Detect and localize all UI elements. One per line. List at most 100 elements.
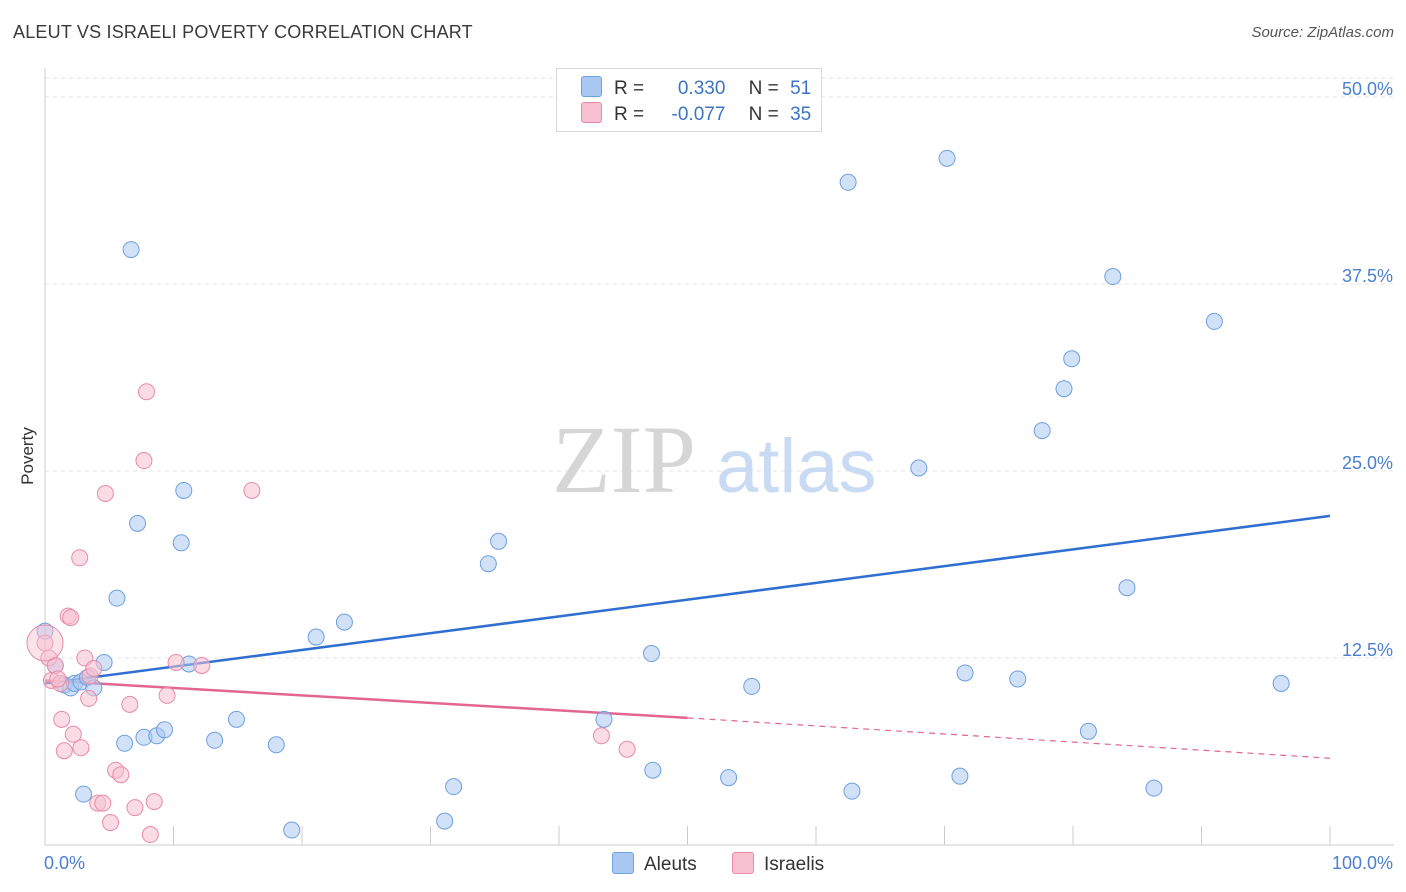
aleuts-point (956, 664, 974, 682)
aleuts-swatch (612, 852, 634, 874)
correlation-legend: R = 0.330 N = 51 R = -0.077 N = 35 (556, 68, 822, 132)
trend-lines (44, 514, 1331, 759)
israelis-point (138, 383, 156, 401)
gridlines (45, 77, 1394, 659)
aleuts-point (1145, 779, 1163, 797)
aleuts-point (1205, 312, 1223, 330)
israelis-point (126, 799, 144, 817)
legend-item-israelis: Israelis (732, 852, 824, 876)
legend-label: Aleuts (644, 854, 697, 875)
aleuts-point (307, 628, 325, 646)
israelis-point (141, 826, 159, 844)
axes (44, 68, 1394, 846)
israelis-swatch (581, 102, 602, 123)
aleuts-point (1055, 380, 1073, 398)
legend-row-israelis: R = -0.077 N = 35 (581, 102, 811, 126)
israelis-point (618, 740, 636, 758)
n-label: N = (748, 78, 779, 99)
y-tick-label: 25.0% (1342, 453, 1393, 473)
aleuts-point (206, 731, 224, 749)
aleuts-point (595, 710, 613, 728)
israelis-point (80, 689, 98, 707)
israelis-point (102, 814, 120, 832)
chart-title: ALEUT VS ISRAELI POVERTY CORRELATION CHA… (13, 22, 473, 42)
aleuts-point (175, 481, 193, 499)
aleuts-point (116, 734, 134, 752)
aleuts-point (643, 645, 661, 663)
israelis-point (49, 670, 67, 688)
israelis-point (112, 766, 130, 784)
legend-item-aleuts: Aleuts (612, 852, 697, 876)
aleuts-swatch (581, 76, 602, 97)
y-tick-label: 50.0% (1342, 79, 1393, 99)
tick-labels: 12.5% 25.0% 37.5% 50.0% 0.0% 100.0% (44, 79, 1393, 873)
aleuts-point (843, 782, 861, 800)
israelis-trend-extension (687, 717, 1331, 759)
aleuts-point (122, 241, 140, 259)
aleuts-point (479, 555, 497, 573)
israelis-point (55, 742, 73, 760)
n-value: 35 (790, 104, 812, 125)
aleuts-point (445, 778, 463, 796)
israelis-point (71, 549, 89, 567)
legend-row-aleuts: R = 0.330 N = 51 (581, 76, 811, 100)
r-label: R = (614, 78, 645, 99)
aleuts-point (644, 761, 662, 779)
israelis-cluster-point (26, 624, 64, 662)
r-value: -0.077 (671, 104, 726, 125)
aleuts-point (910, 459, 928, 477)
y-axis-label: Poverty (18, 427, 37, 485)
n-label: N = (748, 104, 779, 125)
legend-label: Israelis (764, 854, 825, 875)
aleuts-point (1009, 670, 1027, 688)
x-tick-label: 100.0% (1332, 853, 1393, 873)
watermark-zip: ZIP (552, 406, 696, 513)
israelis-point (94, 794, 112, 812)
aleuts-point (743, 677, 761, 695)
israelis-point (158, 686, 176, 704)
israelis-swatch (732, 852, 754, 874)
aleuts-point (436, 812, 454, 830)
x-tick-label: 0.0% (44, 853, 85, 873)
aleuts-point (172, 534, 190, 552)
aleuts-point (1033, 422, 1051, 440)
israelis-point (96, 484, 114, 502)
aleuts-point (156, 721, 174, 739)
watermark: ZIP atlas (552, 406, 877, 513)
watermark-atlas: atlas (716, 424, 877, 509)
israelis-point (53, 710, 71, 728)
israelis-point (85, 659, 103, 677)
aleuts-point (490, 532, 508, 550)
aleuts-point (1272, 674, 1290, 692)
israelis-point (145, 793, 163, 811)
israelis-point (592, 727, 610, 745)
aleuts-point (108, 589, 126, 607)
aleuts-point (720, 769, 738, 787)
israelis-point (72, 739, 90, 757)
israelis-point (64, 725, 82, 743)
israelis-point (167, 653, 185, 671)
aleuts-point (335, 613, 353, 631)
aleuts-point (1104, 268, 1122, 286)
r-label: R = (614, 104, 645, 125)
israelis-point (121, 695, 139, 713)
israelis-point (135, 452, 153, 470)
r-value: 0.330 (677, 78, 726, 99)
aleuts-point (267, 736, 285, 754)
aleuts-point (227, 710, 245, 728)
data-points (26, 149, 1290, 844)
israelis-point (193, 656, 211, 674)
aleuts-point (951, 767, 969, 785)
aleuts-trend-line (44, 514, 1331, 685)
n-value: 51 (790, 78, 812, 99)
israelis-point (62, 609, 80, 627)
aleuts-point (1118, 579, 1136, 597)
aleuts-point (129, 514, 147, 532)
israelis-point (243, 481, 261, 499)
source-credit: Source: ZipAtlas.com (1251, 24, 1394, 41)
aleuts-point (839, 173, 857, 191)
aleuts-point (938, 149, 956, 167)
y-tick-label: 12.5% (1342, 640, 1393, 660)
aleuts-point (283, 821, 301, 839)
